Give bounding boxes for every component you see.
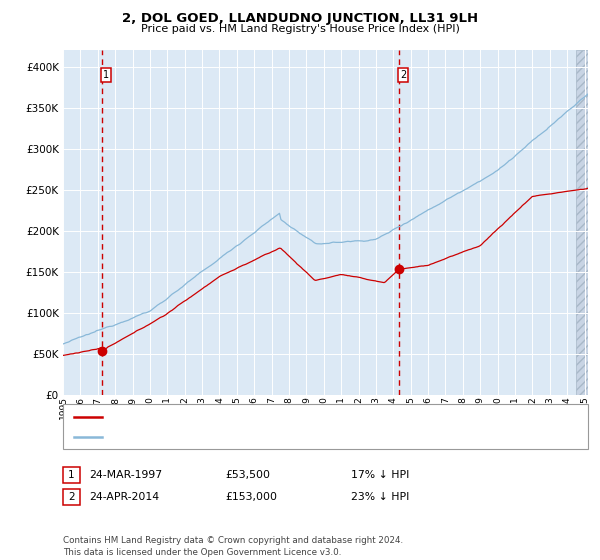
Text: £53,500: £53,500: [225, 470, 270, 480]
Text: HPI: Average price, detached house, Conwy: HPI: Average price, detached house, Conw…: [108, 432, 326, 442]
Text: 24-MAR-1997: 24-MAR-1997: [89, 470, 162, 480]
Text: 1: 1: [103, 70, 109, 80]
Text: 2: 2: [400, 70, 406, 80]
Text: 2: 2: [68, 492, 75, 502]
Text: 23% ↓ HPI: 23% ↓ HPI: [351, 492, 409, 502]
Text: 17% ↓ HPI: 17% ↓ HPI: [351, 470, 409, 480]
Text: Contains HM Land Registry data © Crown copyright and database right 2024.
This d: Contains HM Land Registry data © Crown c…: [63, 536, 403, 557]
Text: £153,000: £153,000: [225, 492, 277, 502]
Text: 2, DOL GOED, LLANDUDNO JUNCTION, LL31 9LH: 2, DOL GOED, LLANDUDNO JUNCTION, LL31 9L…: [122, 12, 478, 25]
Text: 2, DOL GOED, LLANDUDNO JUNCTION, LL31 9LH (detached house): 2, DOL GOED, LLANDUDNO JUNCTION, LL31 9L…: [108, 412, 439, 422]
Bar: [576, 50, 588, 395]
Text: Price paid vs. HM Land Registry's House Price Index (HPI): Price paid vs. HM Land Registry's House …: [140, 24, 460, 34]
Text: 1: 1: [68, 470, 75, 480]
Text: 24-APR-2014: 24-APR-2014: [89, 492, 159, 502]
